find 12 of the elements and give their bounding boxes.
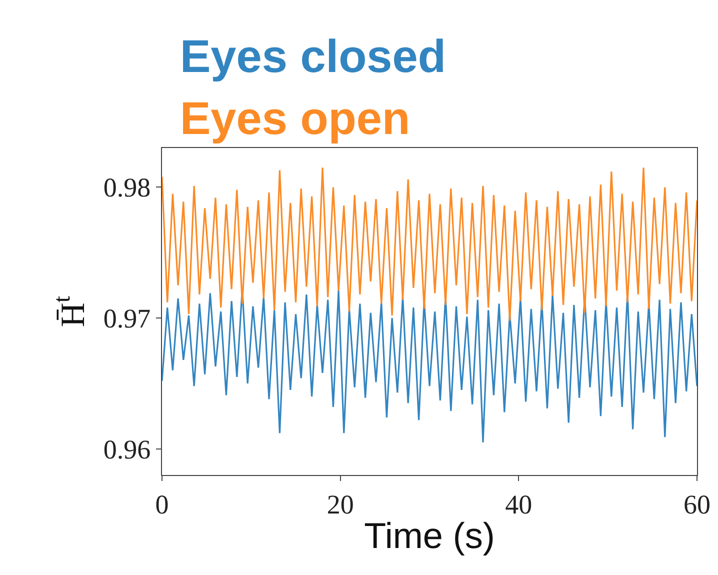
x-tick-label: 60	[684, 489, 710, 520]
y-tick-label: 0.98	[103, 172, 151, 203]
x-tick-label: 0	[155, 489, 169, 520]
line-series	[162, 166, 697, 322]
y-tick-label: 0.97	[103, 303, 151, 334]
x-tick-label: 20	[326, 489, 354, 520]
text: Eyes closed	[180, 30, 446, 82]
y-tick-label: 0.96	[103, 434, 151, 464]
line-series	[162, 288, 697, 444]
x-tick-label: 40	[505, 489, 532, 520]
series-label: Eyes open	[180, 92, 410, 144]
x-axis-title: Time (s)	[364, 515, 495, 556]
